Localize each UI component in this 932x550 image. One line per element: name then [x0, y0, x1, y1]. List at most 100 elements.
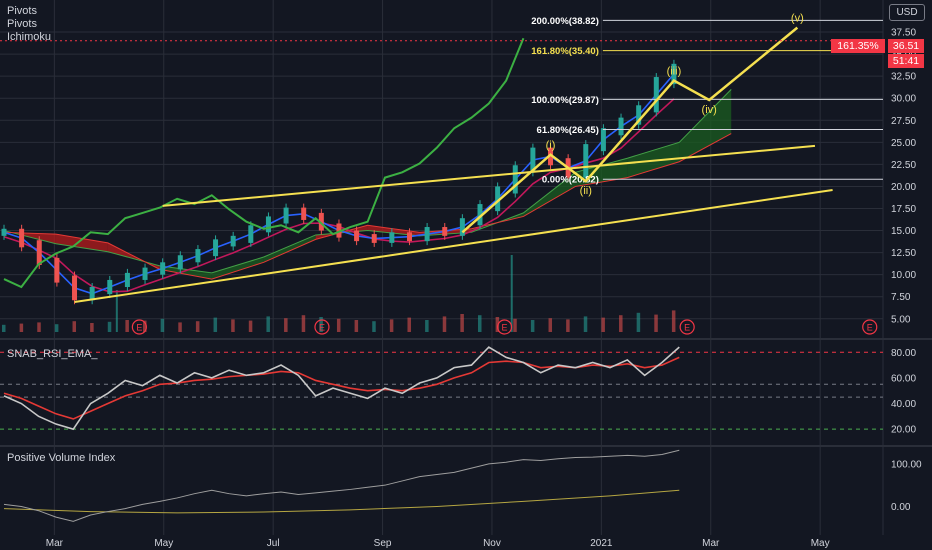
elliott-wave-label: (ii): [580, 185, 592, 197]
volume-bar: [460, 314, 464, 332]
volume-bar: [284, 318, 288, 332]
volume-bar: [601, 317, 605, 332]
ichimoku-cloud-segment: [263, 234, 316, 263]
currency-badge[interactable]: USD: [889, 4, 925, 21]
price-tick-label: 12.50: [891, 248, 916, 259]
candle-body: [107, 279, 113, 295]
rsi-pane[interactable]: [0, 346, 883, 431]
price-tick-label: 20.00: [891, 182, 916, 193]
volume-bar: [213, 317, 218, 332]
candle-body: [389, 232, 395, 243]
candle-body: [618, 117, 624, 136]
candle-body: [230, 235, 236, 247]
candle-body: [142, 267, 148, 280]
candle-body: [301, 207, 307, 220]
volume-bar: [336, 318, 341, 332]
candle-body: [72, 275, 78, 301]
pvi-ema-line: [3, 489, 680, 514]
legend-pivots-2[interactable]: Pivots: [7, 18, 37, 30]
fib-level-label: 0.00%(20.82): [542, 175, 599, 186]
volume-bar: [125, 320, 129, 332]
volume-bar: [354, 320, 359, 332]
countdown-badge: 51:41: [888, 54, 924, 68]
earnings-marker-label: E: [319, 323, 325, 333]
ichimoku-cloud-segment: [159, 265, 212, 280]
volume-bar: [372, 321, 376, 332]
ichimoku-span-a: [3, 89, 732, 274]
price-pane[interactable]: 200.00%(38.82) 161.80%(35.40) 100.00%(29.8…: [0, 13, 883, 335]
ichimoku-lagging-span: [3, 37, 525, 289]
price-tick-label: 15.00: [891, 226, 916, 237]
volume-bar: [2, 324, 6, 332]
candle-body: [354, 230, 360, 242]
candle-body: [54, 257, 60, 283]
volume-spike-bar: [510, 255, 513, 332]
candle-body: [636, 105, 642, 125]
candle-body: [371, 234, 377, 243]
rsi-tick-label: 40.00: [891, 399, 916, 410]
candle-body: [583, 144, 589, 178]
pvi-pane[interactable]: [3, 449, 680, 522]
fib-level-label: 100.00%(29.87): [531, 95, 599, 106]
price-tick-label: 37.50: [891, 28, 916, 39]
price-tick-label: 5.00: [891, 314, 911, 325]
volume-bar: [54, 324, 59, 332]
volume-bar: [231, 319, 235, 332]
pvi-line: [3, 449, 680, 522]
candle-body: [495, 186, 501, 212]
volume-bar: [195, 321, 200, 332]
volume-bar: [583, 316, 588, 332]
fib-level-label: 200.00%(38.82): [531, 16, 599, 27]
volume-bar: [301, 315, 306, 332]
candle-body: [548, 147, 554, 166]
candle-body: [177, 255, 183, 270]
elliott-wave-label: (v): [791, 13, 804, 25]
time-tick-label: Nov: [483, 538, 501, 549]
price-tick-label: 30.00: [891, 94, 916, 105]
time-axis[interactable]: Mar May Jul Sep Nov 2021 Mar May: [46, 538, 830, 549]
legend-pvi[interactable]: Positive Volume Index: [7, 452, 116, 464]
candle-body: [406, 232, 412, 242]
candle-body: [442, 227, 448, 236]
earnings-marker-label: E: [502, 323, 508, 333]
time-tick-label: Sep: [374, 538, 392, 549]
volume-bar: [654, 314, 658, 332]
candle-body: [36, 240, 42, 265]
earnings-marker: [679, 319, 695, 335]
price-tick-label: 27.50: [891, 116, 916, 127]
volume-bar: [319, 317, 323, 332]
volume-bar: [143, 320, 147, 332]
price-tick-label: 17.50: [891, 204, 916, 215]
candle-body: [600, 128, 606, 152]
time-tick-label: Jul: [267, 538, 280, 549]
legend-ichimoku[interactable]: Ichimoku: [7, 31, 52, 43]
volume-bar: [37, 322, 41, 332]
ichimoku-cloud-segment: [55, 234, 108, 252]
legend-pivots-1[interactable]: Pivots: [7, 5, 37, 17]
volume-bar: [107, 321, 112, 332]
candle-body: [336, 223, 342, 238]
volume-spike-bar: [115, 290, 118, 332]
candle-body: [653, 77, 659, 113]
volume-bar: [530, 320, 535, 332]
elliott-wave-label: (iii): [667, 66, 682, 78]
volume-bar: [178, 322, 182, 332]
ichimoku-span-b: [3, 133, 732, 280]
volume-bar: [160, 318, 165, 332]
earnings-marker: [862, 319, 878, 335]
volume-bar: [407, 317, 411, 332]
earnings-marker-label: E: [684, 323, 690, 333]
volume-bar: [442, 316, 447, 332]
time-tick-label: May: [811, 538, 830, 549]
volume-bar: [425, 320, 429, 332]
candle-body: [195, 249, 201, 263]
legend-rsi[interactable]: SNAB_RSI_EMA_: [7, 348, 98, 360]
volume-bar: [566, 319, 570, 332]
volume-bar: [548, 318, 553, 332]
time-tick-label: 2021: [590, 538, 613, 549]
volume-bar: [636, 312, 641, 332]
candle-body: [1, 228, 7, 236]
volume-bar: [72, 321, 77, 332]
earnings-marker-label: E: [136, 323, 142, 333]
